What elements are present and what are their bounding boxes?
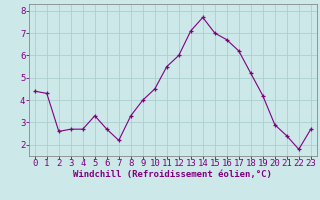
X-axis label: Windchill (Refroidissement éolien,°C): Windchill (Refroidissement éolien,°C) — [73, 170, 272, 179]
